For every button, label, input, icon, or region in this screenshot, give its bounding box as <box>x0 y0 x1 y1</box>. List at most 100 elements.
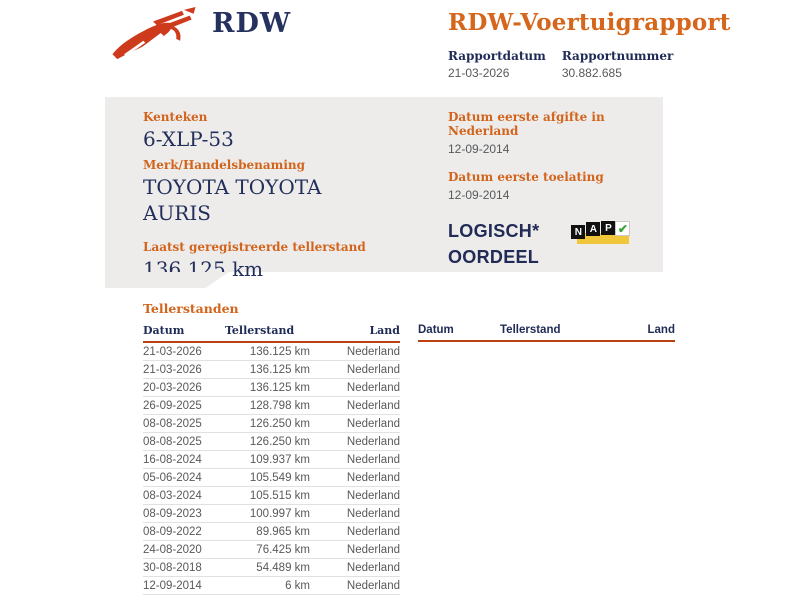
nap-letter-p: P <box>601 221 616 235</box>
cell-datum: 08-09-2023 <box>143 504 225 523</box>
table-row: 12-09-2014 6 km Nederland <box>143 576 400 595</box>
eerste-afgifte-value: 12-09-2014 <box>448 142 510 156</box>
cell-datum: 20-03-2026 <box>143 378 225 397</box>
cell-tellerstand: 76.425 km <box>225 540 310 559</box>
cell-land: Nederland <box>310 450 400 469</box>
cell-land: Nederland <box>310 576 400 595</box>
report-date: Rapportdatum 21-03-2026 <box>448 49 546 80</box>
tellerstanden-section-title: Tellerstanden <box>143 301 239 316</box>
cell-land: Nederland <box>310 432 400 451</box>
kenteken-label: Kenteken <box>143 110 208 124</box>
cell-tellerstand: 105.515 km <box>225 486 310 505</box>
report-date-value: 21-03-2026 <box>448 66 510 80</box>
table-row: 08-03-2024 105.515 km Nederland <box>143 486 400 505</box>
cell-tellerstand: 6 km <box>225 576 310 595</box>
table-row: 26-09-2025 128.798 km Nederland <box>143 396 400 415</box>
cell-datum: 26-09-2025 <box>143 396 225 415</box>
eerste-toelating-value: 12-09-2014 <box>448 188 510 202</box>
table-header-row: Datum Tellerstand Land <box>418 321 675 342</box>
summary-left-column: Kenteken 6-XLP-53 Merk/Handelsbenaming T… <box>143 110 423 288</box>
nap-letter-n: N <box>571 225 586 239</box>
column-header-datum: Datum <box>143 321 225 343</box>
tellerstanden-table-right: Datum Tellerstand Land <box>418 321 675 342</box>
nap-oordeel-text: LOGISCH* OORDEEL <box>448 218 539 270</box>
cell-datum: 08-08-2025 <box>143 414 225 433</box>
cell-datum: 16-08-2024 <box>143 450 225 469</box>
merk-value: TOYOTA TOYOTA AURIS <box>143 175 322 225</box>
column-header-datum: Datum <box>418 321 500 342</box>
report-number: Rapportnummer 30.882.685 <box>562 49 673 80</box>
cell-datum: 30-08-2018 <box>143 558 225 577</box>
oordeel-line2: OORDEEL <box>448 247 540 268</box>
merk-label: Merk/Handelsbenaming <box>143 158 306 172</box>
cell-land: Nederland <box>310 486 400 505</box>
vehicle-summary-panel: Kenteken 6-XLP-53 Merk/Handelsbenaming T… <box>105 97 663 281</box>
cell-datum: 21-03-2026 <box>143 342 225 361</box>
cell-land: Nederland <box>310 504 400 523</box>
cell-land: Nederland <box>310 540 400 559</box>
cell-tellerstand: 89.965 km <box>225 522 310 541</box>
report-header: RDW-Voertuigrapport Rapportdatum 21-03-2… <box>448 9 768 80</box>
table-header-row: Datum Tellerstand Land <box>143 321 400 343</box>
nap-letter-a: A <box>586 222 601 236</box>
summary-right-column: Datum eerste afgifte in Nederland 12-09-… <box>448 110 648 270</box>
table-row: 16-08-2024 109.937 km Nederland <box>143 450 400 469</box>
column-header-tellerstand: Tellerstand <box>225 321 310 343</box>
report-meta: Rapportdatum 21-03-2026 Rapportnummer 30… <box>448 49 768 80</box>
table-row: 08-08-2025 126.250 km Nederland <box>143 414 400 433</box>
cell-tellerstand: 136.125 km <box>225 360 310 379</box>
cell-land: Nederland <box>310 360 400 379</box>
table-row: 20-03-2026 136.125 km Nederland <box>143 378 400 397</box>
report-number-label: Rapportnummer <box>561 49 674 63</box>
cell-tellerstand: 126.250 km <box>225 414 310 433</box>
cell-datum: 08-09-2022 <box>143 522 225 541</box>
nap-logo: N A P ✔ <box>571 220 631 250</box>
cell-datum: 05-06-2024 <box>143 468 225 487</box>
table-row: 21-03-2026 136.125 km Nederland <box>143 360 400 379</box>
cell-tellerstand: 100.997 km <box>225 504 310 523</box>
table-row: 30-08-2018 54.489 km Nederland <box>143 558 400 577</box>
report-date-label: Rapportdatum <box>448 49 546 63</box>
cell-land: Nederland <box>310 414 400 433</box>
nap-yellow-bar <box>577 233 630 244</box>
table-row: 08-08-2025 126.250 km Nederland <box>143 432 400 451</box>
table-row: 08-09-2023 100.997 km Nederland <box>143 504 400 523</box>
eerste-toelating-label: Datum eerste toelating <box>448 170 604 184</box>
table-row: 05-06-2024 105.549 km Nederland <box>143 468 400 487</box>
cell-land: Nederland <box>310 378 400 397</box>
cell-datum: 08-03-2024 <box>143 486 225 505</box>
cell-datum: 21-03-2026 <box>143 360 225 379</box>
nap-check-icon: ✔ <box>615 221 631 236</box>
oordeel-row: LOGISCH* OORDEEL N A P ✔ <box>448 218 648 270</box>
table-row: 21-03-2026 136.125 km Nederland <box>143 342 400 361</box>
column-header-tellerstand: Tellerstand <box>500 321 585 342</box>
cell-tellerstand: 136.125 km <box>225 378 310 397</box>
oordeel-line1: LOGISCH* <box>448 221 540 241</box>
laatste-tellerstand-label: Laatst geregistreerde tellerstand <box>143 240 366 254</box>
table-row: 24-08-2020 76.425 km Nederland <box>143 540 400 559</box>
cell-tellerstand: 54.489 km <box>225 558 310 577</box>
cell-tellerstand: 109.937 km <box>225 450 310 469</box>
tellerstanden-table: Datum Tellerstand Land 21-03-2026 136.125… <box>143 321 400 595</box>
eerste-afgifte-label: Datum eerste afgifte in Nederland <box>448 110 605 138</box>
cell-tellerstand: 126.250 km <box>225 432 310 451</box>
cell-datum: 12-09-2014 <box>143 576 225 595</box>
table-row: 08-09-2022 89.965 km Nederland <box>143 522 400 541</box>
cell-tellerstand: 128.798 km <box>225 396 310 415</box>
cell-land: Nederland <box>310 396 400 415</box>
report-number-value: 30.882.685 <box>561 66 622 80</box>
rdw-logo-text: RDW <box>212 8 292 39</box>
laatste-tellerstand-value: 136.125 km <box>143 257 264 281</box>
column-header-land: Land <box>310 321 400 343</box>
column-header-land: Land <box>585 321 675 342</box>
page-title: RDW-Voertuigrapport <box>448 9 731 36</box>
cell-land: Nederland <box>310 468 400 487</box>
cell-land: Nederland <box>310 558 400 577</box>
cell-tellerstand: 105.549 km <box>225 468 310 487</box>
cell-land: Nederland <box>310 342 400 361</box>
cell-tellerstand: 136.125 km <box>225 342 310 361</box>
kenteken-value: 6-XLP-53 <box>143 127 234 151</box>
cell-datum: 08-08-2025 <box>143 432 225 451</box>
tellerstanden-table-body: 21-03-2026 136.125 km Nederland 21-03-2026 1… <box>143 342 400 595</box>
